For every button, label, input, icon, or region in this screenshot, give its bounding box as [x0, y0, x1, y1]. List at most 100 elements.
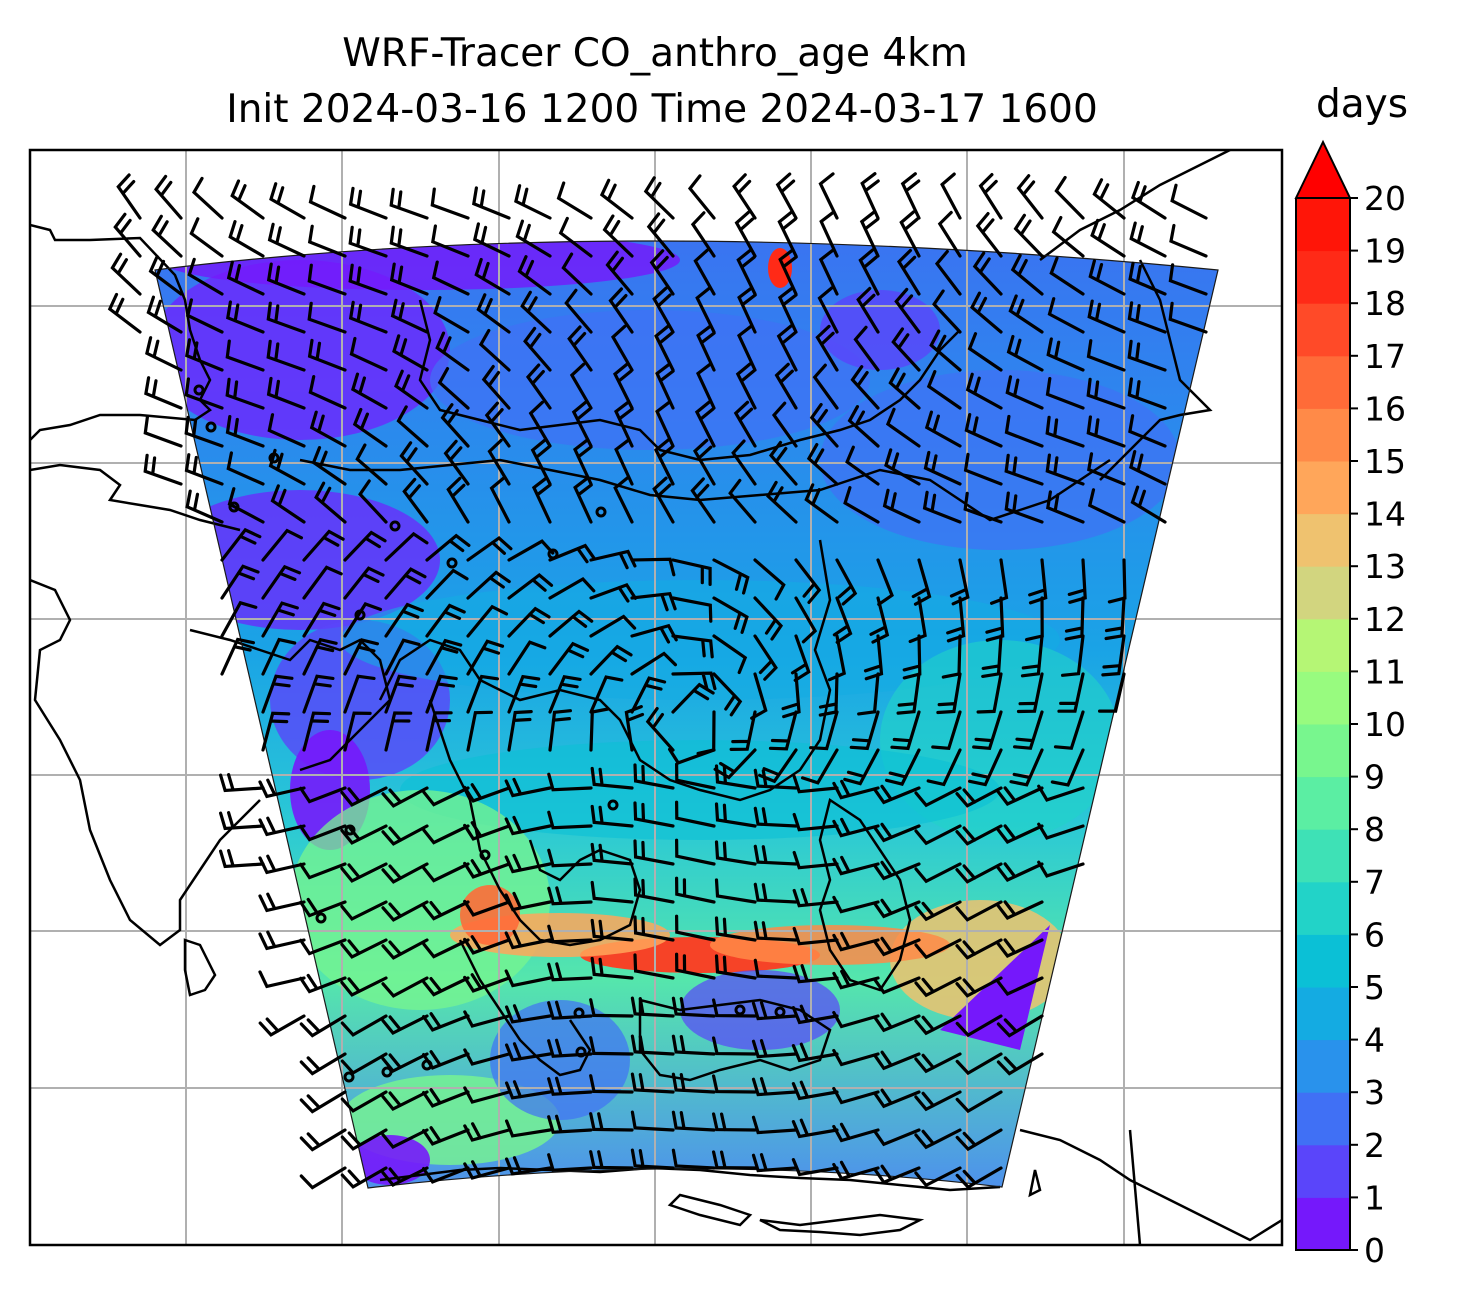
- wind-barb: [504, 853, 552, 874]
- wind-barb: [885, 407, 921, 448]
- wind-barb: [753, 768, 798, 790]
- wind-barb: [856, 286, 880, 334]
- wind-barb: [996, 1052, 1044, 1076]
- wind-barb: [914, 938, 962, 960]
- wind-barb: [671, 996, 716, 1018]
- wind-barb: [530, 438, 552, 486]
- wind-barb: [734, 210, 757, 258]
- wind-barb: [791, 1042, 839, 1063]
- wind-barb: [753, 958, 798, 980]
- wind-barb: [340, 1052, 388, 1075]
- wind-barb: [914, 1090, 962, 1112]
- wind-barb: [343, 638, 379, 676]
- wind-barb: [1050, 748, 1085, 787]
- wind-barb: [967, 332, 1003, 372]
- wind-barb: [1129, 221, 1167, 258]
- wind-barb: [267, 222, 306, 258]
- wind-barb: [812, 363, 839, 410]
- wind-barb: [299, 1090, 347, 1114]
- calm-circle: [595, 506, 607, 518]
- wind-barb: [923, 450, 962, 486]
- wind-barb: [399, 441, 429, 486]
- wind-barb: [1016, 174, 1044, 220]
- calm-circle: [389, 520, 401, 532]
- wind-barb: [712, 634, 748, 675]
- wind-barb: [402, 477, 429, 524]
- wind-barb: [589, 582, 637, 603]
- wind-barb: [832, 1010, 880, 1029]
- wind-barb: [308, 184, 347, 220]
- wind-barb: [818, 248, 839, 296]
- wind-barb: [940, 172, 962, 220]
- wind-barb: [972, 251, 1003, 296]
- wind-barb: [548, 609, 594, 638]
- wind-barb: [144, 376, 183, 410]
- wind-barb: [671, 682, 715, 714]
- wind-barb: [929, 329, 962, 372]
- wind-barb: [857, 672, 880, 716]
- wind-barb: [696, 324, 716, 372]
- wind-barb: [643, 176, 675, 220]
- colorbar-segment: [1296, 987, 1350, 1041]
- wind-barb: [299, 938, 347, 956]
- wind-barb: [806, 443, 839, 486]
- wind-barb: [791, 1080, 839, 1101]
- wind-barb: [900, 172, 921, 220]
- wind-barb: [507, 606, 551, 638]
- wind-barb: [556, 181, 593, 220]
- wind-barb: [804, 483, 839, 524]
- wind-barb: [768, 440, 798, 486]
- calm-circle: [315, 912, 327, 924]
- wind-barb: [266, 339, 306, 372]
- wind-barb: [712, 1150, 757, 1170]
- wind-barb: [590, 766, 634, 790]
- wind-barb: [504, 891, 552, 912]
- wind-barb: [431, 224, 470, 258]
- wind-barb: [425, 533, 471, 562]
- wind-barb: [571, 400, 593, 448]
- wind-barb: [809, 710, 839, 751]
- wind-barb: [1104, 596, 1126, 641]
- wind-barb: [1168, 301, 1208, 334]
- wind-barb: [340, 938, 388, 959]
- colorbar-segment: [1296, 934, 1350, 988]
- wind-barb: [425, 638, 463, 676]
- wind-barb: [266, 301, 306, 334]
- wind-barb: [261, 528, 303, 562]
- wind-barb: [955, 1090, 1003, 1114]
- wind-barb: [922, 490, 962, 524]
- wind-barb: [189, 217, 224, 258]
- wind-barb: [832, 855, 880, 876]
- wind-barb: [696, 362, 716, 410]
- wind-barb: [794, 596, 818, 644]
- wind-barb: [733, 400, 757, 448]
- wind-barb: [302, 565, 343, 600]
- wind-barb: [507, 640, 547, 676]
- wind-barb: [671, 558, 712, 586]
- wind-barb: [381, 1128, 429, 1150]
- wind-barb: [675, 800, 716, 828]
- wind-barb: [777, 210, 798, 258]
- wind-barb: [934, 249, 962, 296]
- wind-barb: [949, 558, 970, 606]
- colorbar-tick-label: 16: [1364, 389, 1406, 428]
- wind-barb: [185, 298, 224, 334]
- wind-barb: [589, 1150, 634, 1170]
- colorbar-tick-label: 0: [1364, 1231, 1385, 1270]
- wind-barb: [750, 672, 768, 720]
- calm-wind-markers: [193, 384, 786, 1083]
- wind-barb: [955, 824, 1003, 846]
- wind-barb: [714, 802, 757, 828]
- wind-barb: [1101, 634, 1126, 677]
- wind-barb: [154, 174, 183, 220]
- wind-barb: [777, 286, 798, 334]
- wind-barb: [589, 614, 637, 638]
- wind-barb: [1013, 213, 1044, 258]
- wind-barb: [145, 336, 183, 372]
- wind-barb: [671, 1034, 716, 1056]
- wind-barb: [955, 938, 1003, 960]
- wind-barb: [219, 811, 265, 831]
- colorbar-tick-label: 12: [1364, 600, 1406, 639]
- wind-barb: [818, 172, 839, 220]
- wind-barb: [266, 262, 306, 296]
